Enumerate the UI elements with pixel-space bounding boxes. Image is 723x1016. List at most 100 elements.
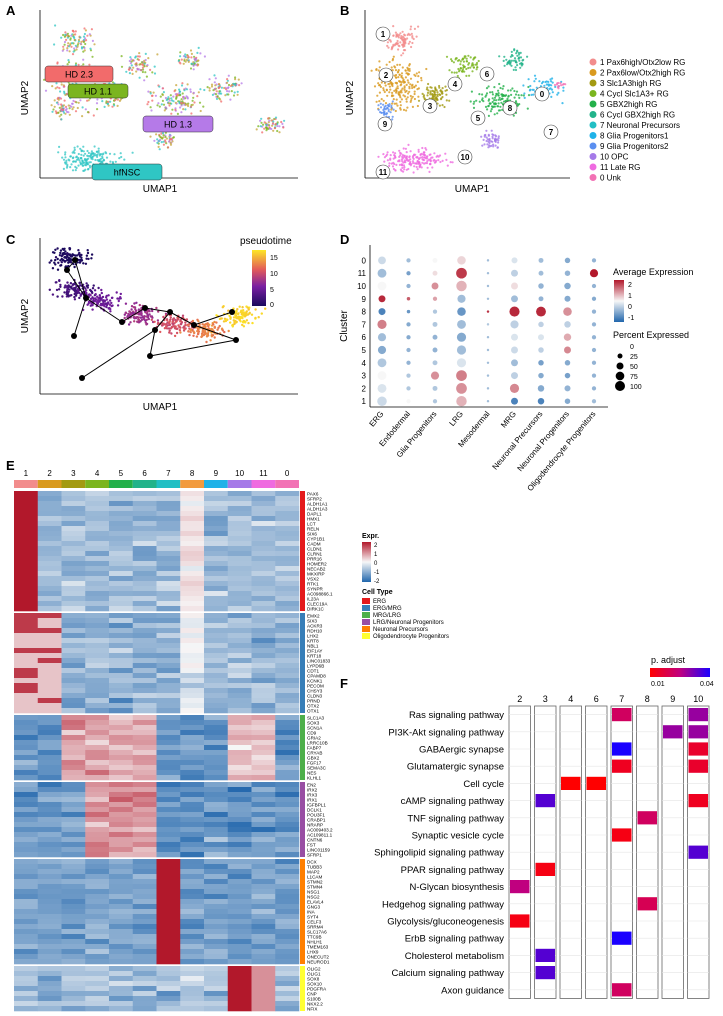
heatmap-cell bbox=[132, 556, 157, 562]
gene-label: POU3F1 bbox=[307, 812, 325, 817]
pseudotime-cell bbox=[238, 305, 241, 308]
heatmap-cell bbox=[204, 613, 229, 619]
umap-cell bbox=[517, 94, 520, 97]
heatmap-cell bbox=[85, 914, 110, 920]
heatmap-cell bbox=[180, 531, 205, 537]
heatmap-cell bbox=[227, 944, 252, 950]
umap-cell bbox=[96, 155, 99, 158]
heatmap-cell bbox=[61, 638, 86, 644]
heatmap-cell bbox=[275, 663, 300, 669]
pseudotime-cell bbox=[84, 291, 88, 295]
gene-label: TUBB3 bbox=[307, 864, 322, 869]
pseudotime-cell bbox=[57, 261, 60, 264]
umap-cell bbox=[528, 89, 532, 92]
celltype-legend-swatch bbox=[362, 633, 370, 639]
umap-cell bbox=[399, 91, 402, 94]
umap-cell bbox=[123, 158, 126, 161]
gene-label: RELN bbox=[307, 526, 319, 531]
heatmap-cell bbox=[180, 817, 205, 823]
umap-cell bbox=[370, 69, 373, 72]
umap-cell bbox=[73, 47, 76, 50]
umap-cell bbox=[396, 63, 399, 66]
umap-cell bbox=[190, 52, 193, 56]
umap-cell bbox=[463, 70, 466, 73]
pseudotime-cell bbox=[56, 295, 59, 298]
pseudotime-cell bbox=[133, 320, 136, 323]
umap-cell bbox=[483, 143, 486, 146]
pseudotime-cell bbox=[213, 336, 216, 339]
pseudotime-cell bbox=[87, 293, 90, 297]
heatmap-cell bbox=[37, 536, 62, 542]
umap-cell bbox=[178, 61, 181, 64]
gene-label: EIF1AY bbox=[307, 648, 323, 653]
umap-cell bbox=[410, 99, 413, 102]
heatmap-cell bbox=[227, 996, 252, 1002]
umap-cell bbox=[383, 81, 386, 85]
heatmap-cell bbox=[204, 633, 229, 639]
umap-cell bbox=[411, 86, 414, 90]
pseudotime-cell bbox=[54, 258, 57, 262]
pseudotime-cell bbox=[203, 332, 206, 335]
heatmap-cell bbox=[85, 797, 110, 803]
umap-cell bbox=[445, 55, 449, 58]
heatmap-cell bbox=[204, 566, 229, 572]
gene-label: AC098866.1 bbox=[307, 591, 333, 596]
heatmap-cell bbox=[180, 668, 205, 674]
dot-mark bbox=[591, 335, 597, 340]
heatmap-cell bbox=[14, 576, 39, 582]
heatmap-cell bbox=[109, 904, 134, 910]
pseudotime-cell bbox=[86, 284, 90, 287]
heatmap-cell bbox=[251, 807, 276, 813]
umap-cell bbox=[411, 95, 414, 98]
pseudotime-cell bbox=[173, 334, 177, 338]
umap-cell bbox=[399, 100, 402, 103]
heatmap-cell bbox=[180, 521, 205, 527]
heatmap-cell bbox=[204, 765, 229, 771]
umap-cell bbox=[401, 166, 404, 169]
umap-cell bbox=[392, 98, 395, 101]
trajectory-node bbox=[79, 375, 85, 381]
heatmap-cell bbox=[85, 601, 110, 607]
umap-cell bbox=[64, 33, 67, 37]
heatmap-cell bbox=[204, 914, 229, 920]
heatmap-cell bbox=[37, 859, 62, 865]
heatmap-cell bbox=[251, 521, 276, 527]
cluster-tick-label: 2 bbox=[362, 384, 367, 393]
umap-cell bbox=[465, 74, 468, 77]
dot-mark bbox=[406, 399, 411, 404]
umap-cell bbox=[62, 104, 66, 107]
pseudotime-cell bbox=[157, 310, 160, 313]
umap-cell bbox=[407, 143, 410, 146]
panel-c-tick-15: 15 bbox=[270, 255, 278, 262]
umap-cell bbox=[129, 56, 132, 59]
heatmap-cell bbox=[275, 1006, 300, 1012]
umap-cell bbox=[66, 47, 69, 50]
umap-cell bbox=[83, 49, 86, 52]
umap-cell bbox=[74, 44, 77, 47]
pseudotime-cell bbox=[64, 285, 68, 289]
heatmap-cell bbox=[156, 715, 181, 721]
umap-cell bbox=[76, 106, 79, 110]
heatmap-cell bbox=[37, 501, 62, 507]
umap-cell bbox=[71, 53, 75, 56]
umap-cell bbox=[396, 71, 399, 74]
umap-cell bbox=[103, 105, 106, 108]
heatmap-cell bbox=[251, 596, 276, 602]
heatmap-cell bbox=[61, 613, 86, 619]
heatmap-cell bbox=[275, 899, 300, 905]
gene-label: L1CAM bbox=[307, 874, 322, 879]
heatmap-cell bbox=[37, 889, 62, 895]
pseudotime-cell bbox=[60, 261, 63, 264]
heatmap-cell bbox=[132, 536, 157, 542]
heatmap-cell bbox=[275, 966, 300, 972]
umap-cell bbox=[394, 152, 397, 155]
umap-cell bbox=[509, 55, 512, 58]
umap-cell bbox=[405, 89, 408, 93]
cluster-annotation-bar bbox=[156, 480, 181, 488]
heatmap-cell bbox=[251, 864, 276, 870]
gene-label: NEUROD1 bbox=[307, 959, 330, 964]
heatmap-cell bbox=[61, 536, 86, 542]
pseudotime-cell bbox=[78, 291, 81, 295]
umap-cell bbox=[234, 78, 237, 81]
pseudotime-cell bbox=[187, 324, 190, 327]
